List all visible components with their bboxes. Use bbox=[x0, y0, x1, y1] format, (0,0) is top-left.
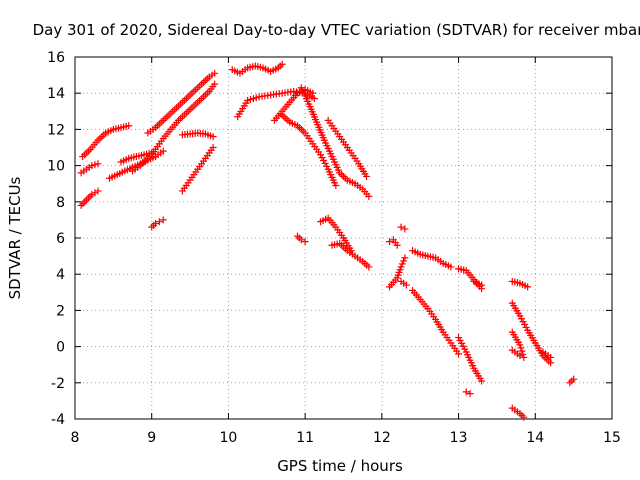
data-point bbox=[397, 263, 405, 271]
data-point bbox=[462, 388, 470, 396]
data-point bbox=[524, 283, 532, 291]
data-point bbox=[363, 172, 371, 180]
data-point bbox=[401, 225, 409, 233]
x-tick-label: 14 bbox=[526, 430, 544, 446]
x-tick-label: 10 bbox=[220, 430, 238, 446]
y-tick-label: 12 bbox=[47, 122, 65, 138]
data-point bbox=[83, 196, 91, 204]
data-point bbox=[466, 390, 474, 398]
data-point bbox=[516, 341, 524, 349]
data-point-fill bbox=[398, 260, 406, 268]
y-axis: -4 -2 0 2 4 6 8 10 12 14 16 bbox=[47, 50, 612, 428]
x-axis: 8 9 10 11 12 13 14 15 bbox=[71, 57, 621, 446]
data-point bbox=[309, 89, 317, 97]
data-point bbox=[94, 187, 102, 195]
data-point bbox=[332, 182, 340, 190]
data-point-fill bbox=[517, 344, 525, 352]
data-point bbox=[88, 191, 96, 199]
data-point bbox=[365, 263, 373, 271]
x-axis-label: GPS time / hours bbox=[277, 457, 403, 475]
data-point-fill bbox=[84, 194, 92, 202]
data-point bbox=[547, 353, 555, 361]
data-point bbox=[393, 241, 401, 249]
data-point bbox=[455, 350, 463, 358]
y-tick-label: -4 bbox=[51, 412, 65, 428]
chart-title: Day 301 of 2020, Sidereal Day-to-day VTE… bbox=[33, 21, 640, 39]
data-point bbox=[520, 353, 528, 361]
data-point-fill bbox=[91, 189, 99, 197]
data-point bbox=[211, 69, 219, 77]
data-point-fill bbox=[400, 257, 408, 265]
x-tick-label: 11 bbox=[296, 430, 314, 446]
data-point bbox=[401, 254, 409, 262]
data-point bbox=[152, 220, 160, 228]
x-tick-label: 13 bbox=[450, 430, 468, 446]
data-point-fill bbox=[79, 200, 87, 208]
y-tick-label: 8 bbox=[56, 195, 65, 211]
data-point bbox=[402, 281, 410, 289]
x-tick-label: 8 bbox=[71, 430, 80, 446]
data-point bbox=[209, 133, 217, 141]
y-tick-label: 16 bbox=[47, 50, 65, 66]
y-tick-label: 2 bbox=[56, 303, 65, 319]
data-point bbox=[297, 236, 305, 244]
data-point bbox=[447, 263, 455, 271]
y-tick-label: 6 bbox=[56, 231, 65, 247]
data-point-fill bbox=[81, 198, 89, 206]
data-point bbox=[94, 160, 102, 168]
y-axis-label: SDTVAR / TECUs bbox=[6, 176, 24, 299]
data-point bbox=[159, 147, 167, 155]
y-tick-label: -2 bbox=[51, 376, 65, 392]
data-point bbox=[278, 60, 286, 68]
data-point bbox=[478, 377, 486, 385]
data-point-fill bbox=[91, 161, 99, 169]
y-tick-label: 4 bbox=[56, 267, 65, 283]
data-point-fill bbox=[86, 192, 94, 200]
data-point bbox=[159, 216, 167, 224]
y-tick-label: 0 bbox=[56, 340, 65, 356]
data-point bbox=[520, 413, 528, 421]
data-point bbox=[125, 122, 133, 130]
data-point bbox=[155, 218, 163, 226]
x-tick-label: 12 bbox=[373, 430, 391, 446]
data-point bbox=[365, 192, 373, 200]
data-point bbox=[211, 80, 219, 88]
data-point-fill bbox=[518, 347, 526, 355]
y-tick-label: 14 bbox=[47, 86, 65, 102]
data-point bbox=[570, 375, 578, 383]
data-point bbox=[310, 95, 318, 103]
data-point bbox=[397, 223, 405, 231]
data-point bbox=[516, 352, 524, 360]
data-point bbox=[301, 238, 309, 246]
data-point bbox=[209, 144, 217, 151]
data-points bbox=[77, 60, 578, 421]
x-tick-label: 9 bbox=[147, 430, 156, 446]
data-point bbox=[478, 281, 486, 289]
x-tick-label: 15 bbox=[603, 430, 621, 446]
data-point bbox=[386, 238, 394, 246]
data-point bbox=[77, 201, 85, 209]
data-point bbox=[88, 162, 96, 170]
y-tick-label: 10 bbox=[47, 159, 65, 175]
